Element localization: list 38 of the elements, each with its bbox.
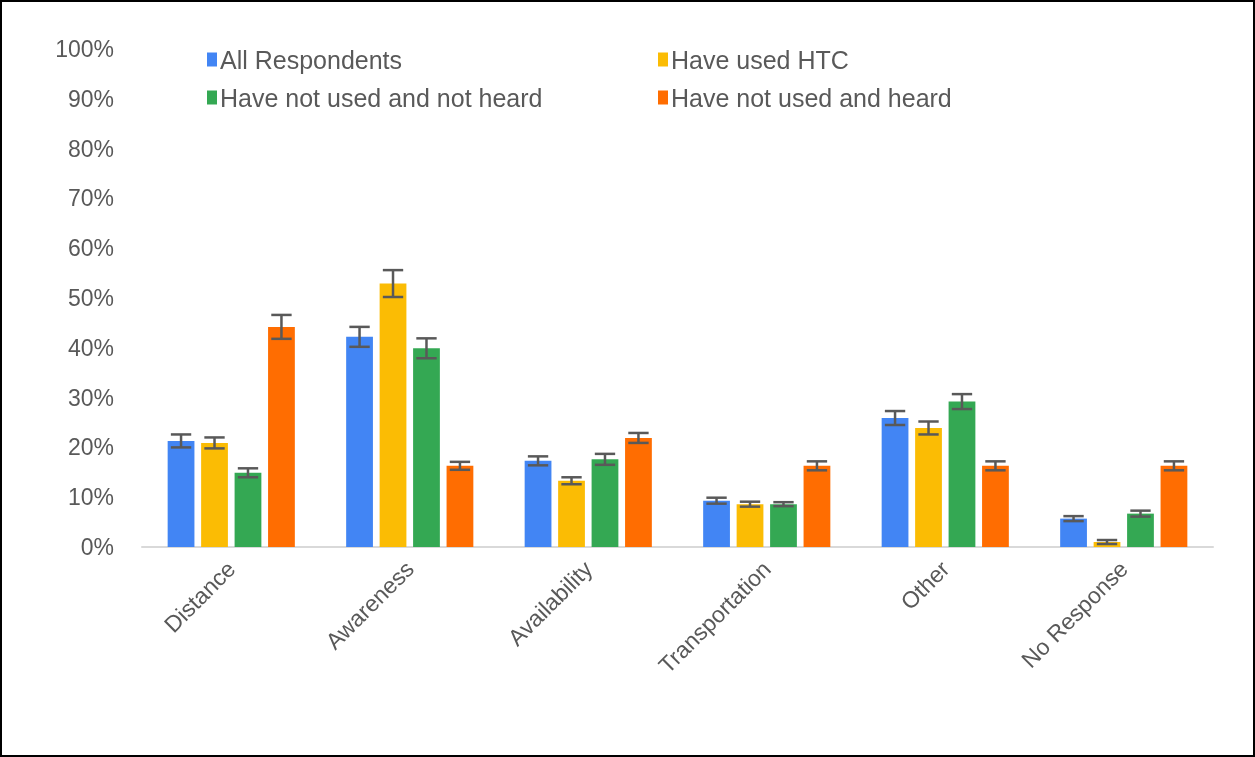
bar [379,283,407,547]
bar [591,459,619,547]
bar [881,418,909,547]
bar [1160,465,1188,547]
bar [413,348,440,547]
bar [948,401,976,547]
y-tick-label: 40% [67,334,114,361]
bar [1060,518,1087,547]
y-tick-label: 30% [67,384,114,411]
bar [803,465,831,547]
bar [346,336,373,547]
bar [167,440,195,547]
y-tick-label: 20% [67,434,114,461]
legend-label: Have not used and not heard [220,83,543,112]
y-tick-label: 100% [55,36,114,62]
legend-label: Have used HTC [671,45,849,74]
legend-label: All Respondents [220,45,403,74]
y-tick-label: 90% [67,85,114,112]
bar [770,504,797,547]
bar [234,472,262,547]
bar [982,465,1009,547]
bar [446,465,474,547]
bar [1127,513,1154,547]
y-tick-label: 50% [67,285,114,311]
bar [558,480,585,547]
bar [915,427,942,547]
y-tick-label: 10% [67,484,114,511]
y-tick-label: 70% [67,185,114,212]
y-tick-label: 60% [67,235,114,262]
bar [201,442,228,547]
y-tick-label: 80% [67,135,114,162]
bar [703,500,730,547]
bar [524,460,552,547]
bar [268,326,295,547]
legend-label: Have not used and heard [671,83,952,112]
bar [736,504,764,547]
y-tick-label: 0% [80,534,114,560]
bar [625,437,652,547]
